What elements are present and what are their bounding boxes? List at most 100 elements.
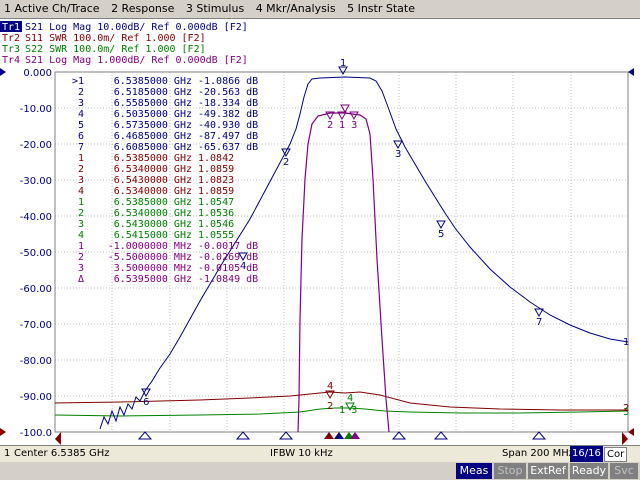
svg-text:5: 5 — [438, 229, 444, 240]
marker-table-row: 6 6.4685000 GHz -87.497 dB — [62, 131, 258, 142]
menu-active-ch-trace[interactable]: 1 Active Ch/Trace — [4, 2, 100, 15]
menu-stimulus[interactable]: 3 Stimulus — [185, 2, 245, 15]
menu-bar: 1 Active Ch/Trace 2 Response 3 Stimulus … — [0, 0, 640, 19]
trace3-label[interactable]: Tr3 — [2, 44, 20, 55]
marker-stimulus: 6.5385000 GHz — [113, 153, 192, 164]
correction-indicator[interactable]: Cor — [604, 447, 628, 462]
marker-number: 3 — [77, 219, 84, 230]
marker-1-tr1: 1 — [338, 58, 348, 76]
marker-stimulus: -1.0000000 MHz — [107, 241, 192, 252]
marker-table-row: 2 6.5340000 GHz 1.0859 — [62, 164, 258, 175]
marker-number: 5 — [77, 120, 84, 131]
extref-indicator: ExtRef — [528, 463, 568, 479]
y-axis-label: -50.00 — [20, 248, 52, 259]
menu-mkr-analysis[interactable]: 4 Mkr/Analysis — [255, 2, 336, 15]
marker-number: 2 — [77, 252, 84, 263]
marker-3-tr4: 3 — [349, 111, 359, 131]
marker-number: 4 — [77, 230, 84, 241]
trace1-end-label: 1 — [623, 337, 629, 348]
marker-2-tr1: 2 — [281, 148, 291, 168]
marker-table-row: 2 6.5185000 GHz -20.563 dB — [62, 87, 258, 98]
marker-stimulus: 6.5735000 GHz — [113, 120, 192, 131]
marker-response: 1.0536 — [198, 208, 235, 219]
marker-number: 3 — [77, 175, 84, 186]
marker-number: 2 — [77, 208, 84, 219]
svg-text:4: 4 — [327, 381, 333, 392]
marker-7-tr1: 7 — [534, 308, 544, 328]
y-axis-label: -60.00 — [20, 284, 52, 295]
svg-text:4: 4 — [347, 393, 353, 404]
y-axis-label: -30.00 — [20, 176, 52, 187]
trace3-s22-line — [54, 407, 629, 417]
menu-response[interactable]: 2 Response — [111, 2, 175, 15]
marker-table-row: 2 -5.5000000 MHz -0.0269 dB — [62, 252, 258, 263]
marker-response: 1.0859 — [198, 186, 235, 197]
marker-stimulus: 6.5430000 GHz — [113, 219, 192, 230]
y-axis-label: -100.0 — [20, 428, 52, 439]
marker-table-row: 1 6.5385000 GHz 1.0547 — [62, 197, 258, 208]
bottom-marker-bar — [55, 431, 628, 445]
trace3-settings: S22 SWR 100.0m/ Ref 1.000 [F2] — [25, 44, 206, 55]
marker-stimulus: 6.5415000 GHz — [113, 230, 192, 241]
svg-text:2: 2 — [327, 120, 333, 131]
marker-tr4-delta — [340, 104, 350, 114]
marker-4-tr1: 4 — [238, 252, 248, 272]
graticule — [55, 71, 628, 432]
y-axis-label: -70.00 — [20, 320, 52, 331]
marker-table-row: 7 6.6085000 GHz -65.637 dB — [62, 142, 258, 153]
marker-stimulus: 6.5340000 GHz — [113, 208, 192, 219]
marker-table-row: 3 6.5430000 GHz 1.0546 — [62, 219, 258, 230]
marker-number: 3 — [77, 98, 84, 109]
marker-response: 1.0842 — [198, 153, 235, 164]
menu-instr-state[interactable]: 5 Instr State — [347, 2, 415, 15]
y-axis-label: -90.00 — [20, 392, 52, 403]
span-setting[interactable]: Span 200 MHz — [502, 448, 575, 459]
marker-number: 2 — [77, 87, 84, 98]
marker-table-row: 4 6.5035000 GHz -49.382 dB — [62, 109, 258, 120]
marker-number: 4 — [77, 186, 84, 197]
marker-stimulus: 6.4685000 GHz — [113, 131, 192, 142]
marker-6-tr1: 6 — [141, 388, 151, 408]
marker-response: -1.0849 dB — [198, 274, 259, 285]
svg-text:2: 2 — [283, 157, 289, 168]
y-axis-label: -80.00 — [20, 356, 52, 367]
marker-stimulus: 6.5340000 GHz — [113, 164, 192, 175]
measurement-display[interactable]: Tr1 S21 Log Mag 10.00dB/ Ref 0.000dB [F2… — [0, 19, 640, 445]
marker-2-tr4: 2 — [325, 111, 335, 131]
marker-response: -87.497 dB — [198, 131, 259, 142]
channel-number: 1 — [4, 448, 11, 459]
svg-text:1: 1 — [340, 58, 346, 69]
marker-table-row: 3 6.5430000 GHz 1.0823 — [62, 175, 258, 186]
marker-3-tr1: 3 — [393, 140, 403, 160]
marker-response: 1.0823 — [198, 175, 235, 186]
trace4-label[interactable]: Tr4 — [2, 55, 20, 66]
marker-table-row: Δ 6.5395000 GHz -1.0849 dB — [62, 274, 258, 285]
marker-stimulus: 6.6085000 GHz — [113, 142, 192, 153]
svc-indicator: Svc — [610, 463, 638, 479]
svg-text:4: 4 — [240, 261, 246, 272]
marker-table-row: 1 -1.0000000 MHz -0.0017 dB — [62, 241, 258, 252]
marker-number: 2 — [77, 164, 84, 175]
points-counter: 16/16 — [570, 446, 603, 462]
ifbw-setting[interactable]: IFBW 10 kHz — [270, 448, 333, 459]
svg-text:7: 7 — [536, 317, 542, 328]
marker-stimulus: 6.5395000 GHz — [113, 274, 192, 285]
marker-stimulus: 6.5185000 GHz — [113, 87, 192, 98]
trace2-s11-line — [54, 391, 628, 411]
channel-status-bar: 1 Center 6.5385 GHz IFBW 10 kHz Span 200… — [0, 445, 640, 462]
stop-indicator: Stop — [494, 463, 526, 479]
marker-table-row: 2 6.5340000 GHz 1.0536 — [62, 208, 258, 219]
marker-table-row: 3 6.5585000 GHz -18.334 dB — [62, 98, 258, 109]
y-axis-label: -40.00 — [20, 212, 52, 223]
marker-table-row: 3 3.5000000 MHz -0.0105 dB — [62, 263, 258, 274]
trace2-label[interactable]: Tr2 — [2, 33, 20, 44]
marker-table: >1 6.5385000 GHz -1.0866 dB 2 6.5185000 GHz -… — [62, 76, 258, 285]
trace1-label[interactable]: Tr1 — [2, 22, 20, 33]
marker-response: -0.0105 dB — [198, 263, 259, 274]
instrument-status-footer: Meas Stop ExtRef Ready Svc — [0, 462, 640, 480]
marker-stimulus: 6.5035000 GHz — [113, 109, 192, 120]
y-axis-label: -10.00 — [20, 104, 52, 115]
marker-number: 7 — [77, 142, 84, 153]
center-frequency[interactable]: Center 6.5385 GHz — [14, 448, 110, 459]
marker-1-tr4: 1 — [337, 111, 347, 131]
